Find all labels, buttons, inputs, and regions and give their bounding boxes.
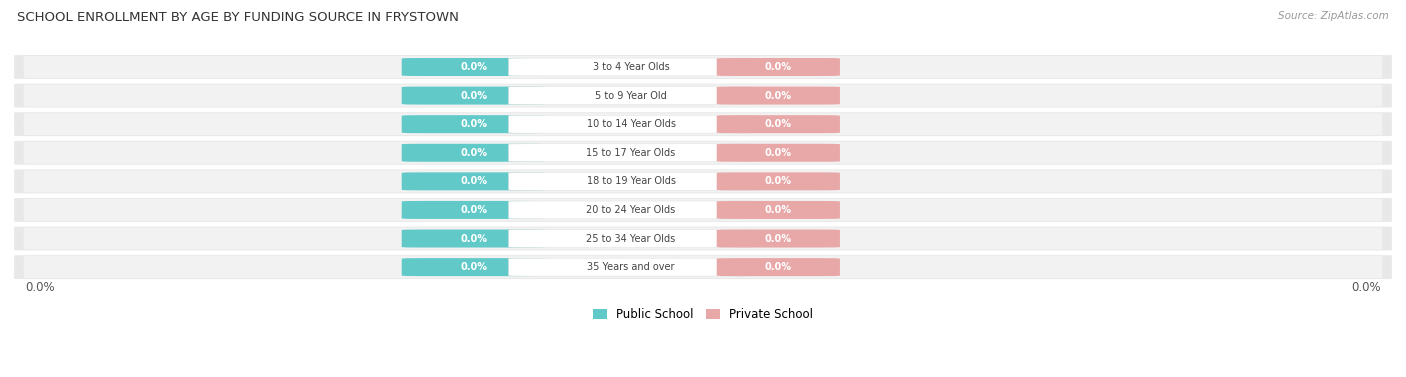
FancyBboxPatch shape [14, 112, 1392, 136]
FancyBboxPatch shape [402, 172, 546, 190]
Text: 0.0%: 0.0% [460, 119, 486, 129]
Text: 20 to 24 Year Olds: 20 to 24 Year Olds [586, 205, 676, 215]
FancyBboxPatch shape [14, 255, 1392, 279]
FancyBboxPatch shape [717, 115, 839, 133]
FancyBboxPatch shape [402, 230, 546, 248]
FancyBboxPatch shape [24, 56, 1382, 78]
FancyBboxPatch shape [717, 201, 839, 219]
Text: 0.0%: 0.0% [460, 148, 486, 158]
FancyBboxPatch shape [509, 144, 754, 162]
Text: 0.0%: 0.0% [765, 62, 792, 72]
FancyBboxPatch shape [402, 58, 546, 76]
FancyBboxPatch shape [509, 201, 754, 219]
FancyBboxPatch shape [24, 199, 1382, 221]
FancyBboxPatch shape [402, 144, 546, 162]
FancyBboxPatch shape [14, 227, 1392, 250]
FancyBboxPatch shape [509, 58, 754, 76]
Text: 0.0%: 0.0% [1351, 281, 1381, 294]
Text: 0.0%: 0.0% [460, 262, 486, 272]
FancyBboxPatch shape [509, 87, 754, 104]
Text: 0.0%: 0.0% [765, 148, 792, 158]
FancyBboxPatch shape [402, 201, 546, 219]
Text: 0.0%: 0.0% [765, 205, 792, 215]
Text: 0.0%: 0.0% [765, 176, 792, 186]
FancyBboxPatch shape [509, 172, 754, 190]
Text: Source: ZipAtlas.com: Source: ZipAtlas.com [1278, 11, 1389, 21]
FancyBboxPatch shape [14, 169, 1392, 193]
Text: 0.0%: 0.0% [460, 233, 486, 244]
Text: 15 to 17 Year Olds: 15 to 17 Year Olds [586, 148, 676, 158]
FancyBboxPatch shape [402, 258, 546, 276]
Text: 3 to 4 Year Olds: 3 to 4 Year Olds [593, 62, 669, 72]
Legend: Public School, Private School: Public School, Private School [588, 303, 818, 326]
Text: 0.0%: 0.0% [765, 233, 792, 244]
FancyBboxPatch shape [509, 230, 754, 247]
Text: 10 to 14 Year Olds: 10 to 14 Year Olds [586, 119, 676, 129]
Text: 0.0%: 0.0% [765, 119, 792, 129]
Text: 18 to 19 Year Olds: 18 to 19 Year Olds [586, 176, 676, 186]
FancyBboxPatch shape [14, 55, 1392, 79]
Text: 0.0%: 0.0% [25, 281, 55, 294]
Text: 0.0%: 0.0% [765, 90, 792, 101]
FancyBboxPatch shape [509, 115, 754, 133]
FancyBboxPatch shape [24, 113, 1382, 135]
FancyBboxPatch shape [24, 142, 1382, 164]
FancyBboxPatch shape [14, 84, 1392, 107]
FancyBboxPatch shape [717, 58, 839, 76]
Text: 0.0%: 0.0% [460, 176, 486, 186]
FancyBboxPatch shape [14, 141, 1392, 165]
Text: 5 to 9 Year Old: 5 to 9 Year Old [595, 90, 666, 101]
FancyBboxPatch shape [14, 198, 1392, 222]
FancyBboxPatch shape [24, 227, 1382, 250]
Text: 0.0%: 0.0% [460, 62, 486, 72]
FancyBboxPatch shape [717, 172, 839, 190]
Text: 0.0%: 0.0% [765, 262, 792, 272]
FancyBboxPatch shape [24, 256, 1382, 278]
FancyBboxPatch shape [402, 87, 546, 104]
FancyBboxPatch shape [717, 144, 839, 162]
FancyBboxPatch shape [717, 230, 839, 248]
Text: 0.0%: 0.0% [460, 205, 486, 215]
FancyBboxPatch shape [717, 87, 839, 104]
FancyBboxPatch shape [24, 84, 1382, 107]
FancyBboxPatch shape [402, 115, 546, 133]
Text: 0.0%: 0.0% [460, 90, 486, 101]
FancyBboxPatch shape [509, 258, 754, 276]
Text: SCHOOL ENROLLMENT BY AGE BY FUNDING SOURCE IN FRYSTOWN: SCHOOL ENROLLMENT BY AGE BY FUNDING SOUR… [17, 11, 458, 24]
Text: 25 to 34 Year Olds: 25 to 34 Year Olds [586, 233, 676, 244]
Text: 35 Years and over: 35 Years and over [588, 262, 675, 272]
FancyBboxPatch shape [717, 258, 839, 276]
FancyBboxPatch shape [24, 170, 1382, 192]
